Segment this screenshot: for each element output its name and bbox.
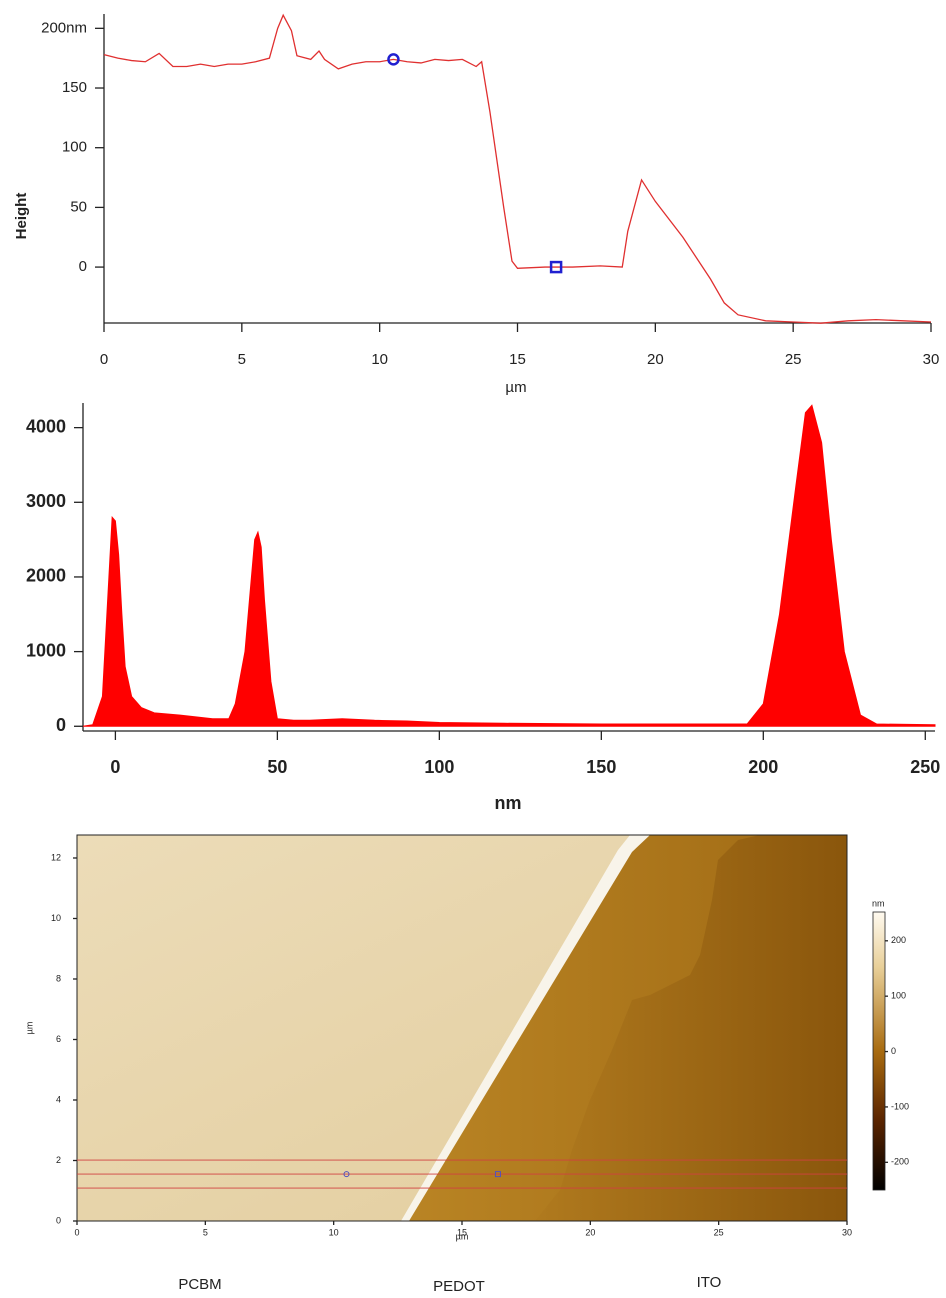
colorbar-tick-label: 0 — [891, 1046, 896, 1056]
x-tick-label: 20 — [585, 1227, 595, 1237]
x-tick-label: 20 — [647, 351, 664, 368]
cursor — [549, 260, 563, 274]
x-tick-label: 100 — [424, 757, 454, 777]
y-tick-label: 1000 — [26, 640, 66, 660]
y-tick-label: 0 — [56, 1215, 61, 1225]
colorbar-tick-label: 200 — [891, 935, 906, 945]
cursor — [387, 53, 400, 66]
region-label: ITO — [697, 1274, 722, 1291]
region-label: PCBM — [178, 1276, 221, 1293]
y-tick-label: 50 — [70, 198, 87, 215]
x-tick-label: 0 — [110, 757, 120, 777]
x-tick-label: 10 — [371, 351, 388, 368]
x-tick-label: 150 — [586, 757, 616, 777]
ito-region — [535, 835, 847, 1221]
x-axis-title: µm — [505, 379, 526, 396]
x-axis-title: µm — [456, 1231, 469, 1241]
x-tick-label: 15 — [457, 1227, 467, 1237]
y-tick-label: 4 — [56, 1094, 61, 1104]
profile-line — [103, 13, 932, 324]
x-tick-label: 5 — [203, 1227, 208, 1237]
y-axis-title: µm — [24, 1022, 34, 1035]
x-tick-label: 30 — [923, 351, 940, 368]
colorbar-tick-label: -100 — [891, 1101, 909, 1111]
x-tick-label: 30 — [842, 1227, 852, 1237]
x-tick-label: 5 — [238, 351, 246, 368]
y-tick-label: 12 — [51, 852, 61, 862]
x-tick-label: 250 — [910, 757, 940, 777]
x-axis-title: nm — [495, 793, 522, 813]
y-tick-label: 0 — [79, 258, 87, 275]
x-tick-label: 50 — [267, 757, 287, 777]
x-tick-label: 25 — [785, 351, 802, 368]
y-tick-label: 0 — [56, 715, 66, 735]
x-tick-label: 0 — [74, 1227, 79, 1237]
y-tick-label: 100 — [62, 139, 87, 156]
x-tick-label: 0 — [100, 351, 108, 368]
x-tick-label: 25 — [714, 1227, 724, 1237]
y-tick-label: 3000 — [26, 491, 66, 511]
cursor — [494, 1171, 501, 1178]
region-label: PEDOT — [433, 1278, 485, 1295]
histogram-area — [82, 404, 936, 727]
colorbar-tick-label: -200 — [891, 1157, 909, 1167]
y-tick-label: 4000 — [26, 416, 66, 436]
y-tick-label: 150 — [62, 79, 87, 96]
colorbar-tick-label: 100 — [891, 991, 906, 1001]
y-tick-label: 6 — [56, 1034, 61, 1044]
y-tick-label: 2 — [56, 1155, 61, 1165]
y-tick-label: 2000 — [26, 566, 66, 586]
x-tick-label: 200 — [748, 757, 778, 777]
y-tick-label: 200nm — [41, 19, 87, 36]
y-tick-label: 8 — [56, 973, 61, 983]
x-tick-label: 15 — [509, 351, 526, 368]
y-tick-label: 10 — [51, 913, 61, 923]
cursor — [343, 1171, 350, 1178]
colorbar — [872, 911, 886, 1191]
y-axis-title: Height — [13, 193, 30, 240]
x-tick-label: 10 — [329, 1227, 339, 1237]
colorbar-label: nm — [872, 898, 885, 908]
afm-image — [76, 834, 848, 1222]
